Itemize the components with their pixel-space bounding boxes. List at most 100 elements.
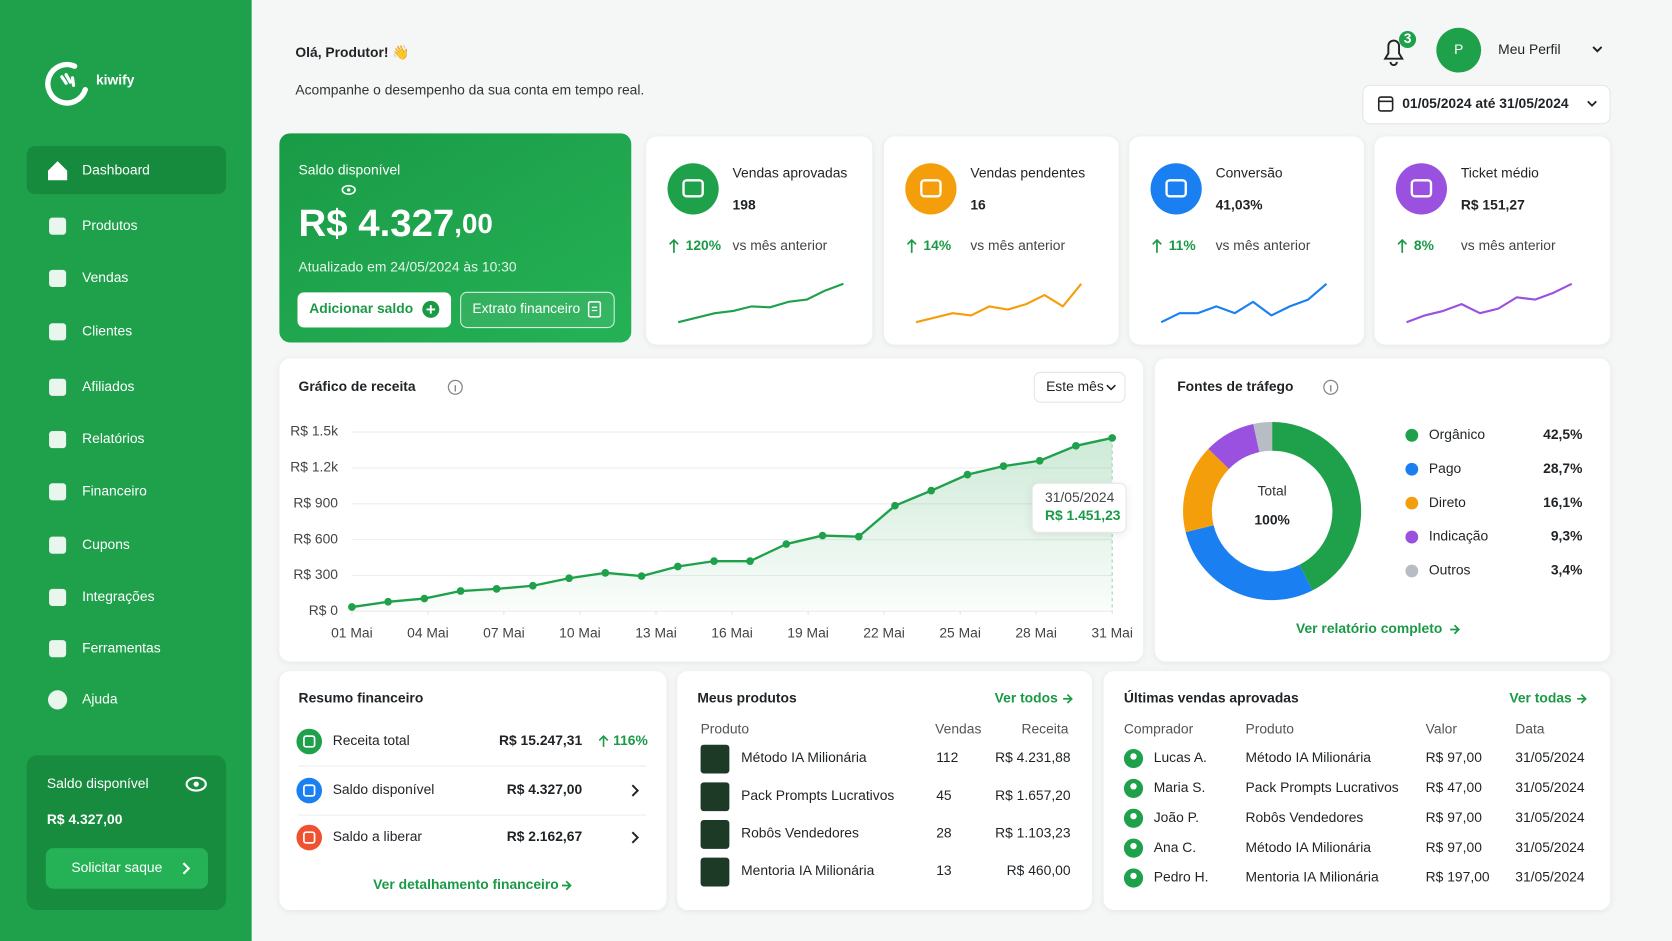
menu-item[interactable]: Produtos [82, 217, 138, 233]
buyer-icon-glyph [1130, 783, 1137, 790]
revenue-line [351, 436, 1113, 609]
arrow-icon [561, 880, 572, 891]
kpi-icon-glyph [1410, 179, 1433, 198]
y-tick-label: R$ 900 [293, 494, 338, 510]
sale-cell: R$ 197,00 [1426, 869, 1490, 885]
revenue-point [746, 557, 754, 565]
legend-value: 42,5% [1543, 426, 1582, 442]
donut-segment [1271, 421, 1362, 591]
menu-item[interactable]: Cupons [82, 536, 130, 552]
revenue-point [782, 540, 791, 548]
menu-item[interactable]: Clientes [82, 322, 132, 338]
revenue-point [999, 462, 1008, 470]
avatar[interactable] [1436, 27, 1482, 73]
sale-cell: Ana C. [1154, 839, 1196, 855]
period-label[interactable]: Este mês [1046, 378, 1104, 394]
products-link[interactable]: Ver todos [995, 689, 1058, 705]
table-header: Data [1515, 720, 1545, 736]
finance-label: Receita total [333, 732, 410, 748]
finance-icon-glyph [303, 784, 316, 797]
sales-link[interactable]: Ver todas [1509, 689, 1572, 705]
sparkline [1406, 282, 1573, 324]
legend-label: Indicação [1429, 528, 1489, 544]
menu-item[interactable]: Integrações [82, 588, 154, 604]
sale-cell: R$ 97,00 [1426, 809, 1483, 825]
donut-center-label: Total [1257, 482, 1286, 498]
balance-label: Saldo disponível [299, 161, 401, 177]
date-range[interactable]: 01/05/2024 até 31/05/2024 [1402, 95, 1569, 111]
legend-value: 16,1% [1543, 494, 1582, 510]
sales-card [1103, 671, 1611, 911]
chevron [1592, 46, 1603, 53]
kpi-title: Ticket médio [1461, 165, 1539, 181]
table-header: Vendas [935, 720, 981, 736]
sparkline [677, 282, 844, 324]
eye-icon[interactable] [185, 776, 207, 792]
finance-value: R$ 2.162,67 [507, 828, 583, 844]
y-tick-label: R$ 0 [309, 602, 339, 618]
eye-icon[interactable] [341, 184, 356, 195]
balance-card [279, 133, 632, 343]
revenue-point [492, 585, 501, 593]
menu-item[interactable]: Relatórios [82, 430, 144, 446]
kpi-change: 120% [686, 237, 721, 253]
revenue-point [420, 594, 429, 603]
finance-icon-glyph [303, 831, 316, 844]
withdraw-button[interactable] [45, 848, 208, 889]
menu-item[interactable]: Afiliados [82, 378, 134, 394]
up-arrow [1397, 238, 1408, 253]
sparkline [1160, 282, 1328, 324]
logo-icon-detail [60, 73, 76, 87]
kpi-change: 8% [1414, 237, 1434, 253]
product-thumbnail [700, 782, 730, 812]
traffic-card [1154, 358, 1611, 662]
revenue-point [637, 572, 646, 580]
avatar-initial[interactable]: P [1454, 41, 1463, 57]
brand: kiwify [96, 72, 135, 88]
document-icon [587, 301, 602, 318]
add-balance-button[interactable] [297, 292, 452, 328]
statement-label[interactable]: Extrato financeiro [472, 300, 580, 316]
kpi-icon [1150, 163, 1202, 215]
product-thumbnail [700, 857, 730, 887]
withdraw-button-label[interactable]: Solicitar saque [71, 859, 162, 875]
menu-item[interactable]: Ajuda [82, 691, 118, 707]
menu-item[interactable]: Ferramentas [82, 639, 161, 655]
menu-icon [47, 690, 68, 710]
kpi-title: Conversão [1216, 165, 1283, 181]
bell-icon[interactable] [1383, 39, 1404, 66]
sale-cell: Mentoria IA Milionária [1245, 869, 1379, 885]
product-sales: 45 [936, 787, 952, 803]
period-select[interactable] [1033, 371, 1126, 403]
sales-title: Últimas vendas aprovadas [1124, 688, 1299, 705]
legend-value: 3,4% [1551, 562, 1583, 578]
statement-button[interactable] [460, 291, 615, 329]
info-icon[interactable] [447, 379, 463, 395]
legend-label: Orgânico [1429, 426, 1486, 442]
menu-item[interactable]: Dashboard [82, 161, 150, 177]
kpi-icon-glyph [1165, 179, 1187, 198]
menu-item[interactable]: Vendas [82, 269, 128, 285]
tooltip-date: 31/05/2024 [1045, 489, 1115, 505]
balance-value-cents: ,00 [454, 209, 493, 240]
profile-name[interactable]: Meu Perfil [1498, 41, 1560, 57]
kpi-value: 198 [733, 197, 756, 213]
finance-icon [296, 777, 323, 804]
chevron [1587, 100, 1597, 107]
finance-link[interactable]: Ver detalhamento financeiro [373, 876, 559, 892]
product-revenue: R$ 1.103,23 [995, 825, 1071, 841]
add-balance-label[interactable]: Adicionar saldo [309, 300, 413, 316]
date-picker[interactable] [1362, 84, 1611, 125]
balance-value-main: R$ 4.327 [299, 202, 455, 245]
product-thumbnail [700, 744, 730, 774]
kpi-icon [1395, 163, 1448, 215]
x-tick-label: 28 Mai [1015, 624, 1057, 640]
info-icon[interactable] [1323, 379, 1339, 395]
arrow-icon [1577, 693, 1587, 704]
chevron [182, 862, 191, 875]
kpi-icon [667, 163, 719, 215]
traffic-link[interactable]: Ver relatório completo [1296, 620, 1442, 636]
menu-item[interactable]: Financeiro [82, 482, 147, 498]
revenue-point [963, 470, 972, 479]
